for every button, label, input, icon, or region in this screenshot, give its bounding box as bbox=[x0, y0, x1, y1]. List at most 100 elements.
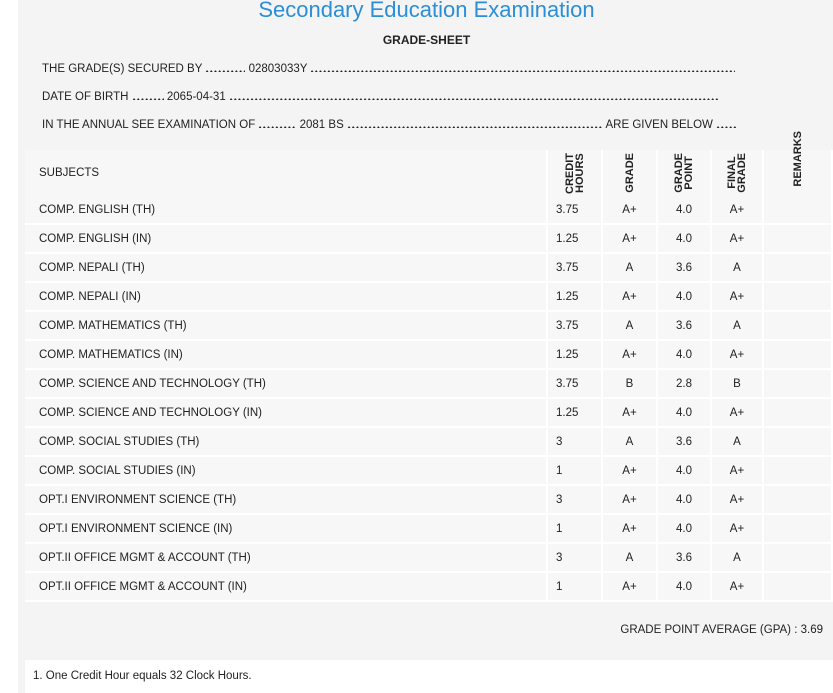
header-text: GRADE bbox=[624, 153, 636, 193]
value-cell: 1.25 bbox=[548, 225, 603, 254]
cell-text: COMP. NEPALI (IN) bbox=[39, 290, 141, 303]
value-cell: A+ bbox=[603, 399, 658, 428]
cell-text: 3.6 bbox=[676, 261, 692, 274]
header-cell: GRADE POINT bbox=[658, 150, 712, 198]
gpa-value: 3.69 bbox=[800, 624, 823, 636]
value-cell: 4.0 bbox=[658, 225, 712, 254]
cell-text: B bbox=[625, 377, 634, 390]
value-cell bbox=[764, 573, 833, 602]
cell-text: 4.0 bbox=[676, 406, 692, 419]
cell-text: A bbox=[733, 319, 741, 332]
header-cell: SUBJECTS bbox=[25, 150, 548, 198]
cell-text: 4.0 bbox=[676, 464, 692, 477]
value: 2081 BS bbox=[299, 119, 344, 131]
cell-text: 1.25 bbox=[556, 290, 579, 303]
cell-text: 3.75 bbox=[556, 319, 579, 332]
cell-text: 4.0 bbox=[676, 580, 692, 593]
cell-text: A+ bbox=[622, 290, 637, 303]
subject-cell: COMP. MATHEMATICS (IN) bbox=[25, 341, 548, 370]
cell-text: 4.0 bbox=[676, 522, 692, 535]
subject-cell: COMP. MATHEMATICS (TH) bbox=[25, 312, 548, 341]
cell-text: GRADE bbox=[736, 153, 748, 193]
value-cell bbox=[764, 428, 833, 457]
value-cell: A+ bbox=[603, 225, 658, 254]
cell-text: OPT.II OFFICE MGMT & ACCOUNT (TH) bbox=[39, 551, 251, 564]
cell-text: 1 bbox=[556, 464, 563, 477]
value-cell: A+ bbox=[712, 196, 764, 225]
value-cell bbox=[764, 515, 833, 544]
subject-cell: COMP. ENGLISH (IN) bbox=[25, 225, 548, 254]
value-cell: A bbox=[712, 428, 764, 457]
value-cell: 3 bbox=[548, 486, 603, 515]
cell-text: 3.6 bbox=[676, 435, 692, 448]
value-cell bbox=[764, 312, 833, 341]
cell-text: A+ bbox=[622, 406, 637, 419]
value-cell: 1 bbox=[548, 573, 603, 602]
cell-text: 1.25 bbox=[556, 232, 579, 245]
value-cell: A bbox=[712, 254, 764, 283]
subtitle: GRADE-SHEET bbox=[382, 33, 471, 47]
cell-text: COMP. SCIENCE AND TECHNOLOGY (TH) bbox=[39, 377, 266, 390]
value-cell bbox=[764, 283, 833, 312]
subject-cell: COMP. SCIENCE AND TECHNOLOGY (TH) bbox=[25, 370, 548, 399]
value-cell: A+ bbox=[712, 283, 764, 312]
cell-text: A bbox=[625, 319, 634, 332]
value-cell: 4.0 bbox=[658, 341, 712, 370]
value-cell: 4.0 bbox=[658, 486, 712, 515]
value-cell: 4.0 bbox=[658, 196, 712, 225]
cell-text: REMARKS bbox=[791, 131, 804, 187]
value-cell: B bbox=[712, 370, 764, 399]
value-cell: 3.6 bbox=[658, 254, 712, 283]
cell-text: SUBJECTS bbox=[39, 167, 100, 179]
value-cell bbox=[764, 225, 833, 254]
cell-text: A+ bbox=[622, 464, 637, 477]
value-cell: A+ bbox=[712, 457, 764, 486]
subject-cell: COMP. SOCIAL STUDIES (IN) bbox=[25, 457, 548, 486]
value-cell: A bbox=[603, 254, 658, 283]
cell-text: 1.25 bbox=[556, 406, 579, 419]
label: THE GRADE(S) SECURED BY bbox=[42, 63, 203, 75]
cell-text: A bbox=[625, 435, 634, 448]
gpa: GRADE POINT AVERAGE (GPA) : 3.69 bbox=[620, 624, 823, 636]
note-box: 1. One Credit Hour equals 32 Clock Hours… bbox=[25, 660, 833, 693]
value-cell: A+ bbox=[712, 573, 764, 602]
cell-text: 4.0 bbox=[676, 232, 692, 245]
cell-text: A+ bbox=[622, 522, 637, 535]
subject-cell: OPT.I ENVIRONMENT SCIENCE (IN) bbox=[25, 515, 548, 544]
value-cell: 3.75 bbox=[548, 254, 603, 283]
value-cell bbox=[764, 341, 833, 370]
value-cell: A+ bbox=[603, 341, 658, 370]
cell-text: A bbox=[733, 551, 741, 564]
info-line: IN THE ANNUAL SEE EXAMINATION OF 2081 BS… bbox=[42, 118, 737, 131]
value-cell: A+ bbox=[712, 341, 764, 370]
value-cell: A bbox=[603, 428, 658, 457]
value-cell: 4.0 bbox=[658, 457, 712, 486]
subject-cell: OPT.II OFFICE MGMT & ACCOUNT (TH) bbox=[25, 544, 548, 573]
cell-text: POINT bbox=[683, 156, 695, 190]
value-cell bbox=[764, 544, 833, 573]
cell-text: A+ bbox=[622, 580, 637, 593]
value-cell: A+ bbox=[712, 515, 764, 544]
value-cell: 1.25 bbox=[548, 341, 603, 370]
cell-text: COMP. MATHEMATICS (TH) bbox=[39, 319, 187, 332]
value-cell: 4.0 bbox=[658, 283, 712, 312]
value-cell: A+ bbox=[603, 283, 658, 312]
cell-text: OPT.I ENVIRONMENT SCIENCE (IN) bbox=[39, 522, 233, 535]
value-cell: 4.0 bbox=[658, 399, 712, 428]
cell-text: A bbox=[625, 551, 634, 564]
value-cell: A+ bbox=[712, 486, 764, 515]
cell-text: COMP. NEPALI (TH) bbox=[39, 261, 145, 274]
cell-text: A+ bbox=[729, 348, 745, 361]
value-cell bbox=[764, 196, 833, 225]
note: 1. One Credit Hour equals 32 Clock Hours… bbox=[33, 670, 252, 682]
cell-text: 1.25 bbox=[556, 348, 579, 361]
cell-text: 4.0 bbox=[676, 348, 692, 361]
value-cell: 3.75 bbox=[548, 370, 603, 399]
cell-text: 3.75 bbox=[556, 377, 579, 390]
header-text: FINAL GRADE bbox=[726, 153, 748, 193]
value-cell: 3 bbox=[548, 428, 603, 457]
cell-text: A bbox=[733, 261, 741, 274]
value-cell: A bbox=[603, 544, 658, 573]
cell-text: B bbox=[733, 377, 741, 390]
title: Secondary Education Examination bbox=[258, 0, 595, 22]
